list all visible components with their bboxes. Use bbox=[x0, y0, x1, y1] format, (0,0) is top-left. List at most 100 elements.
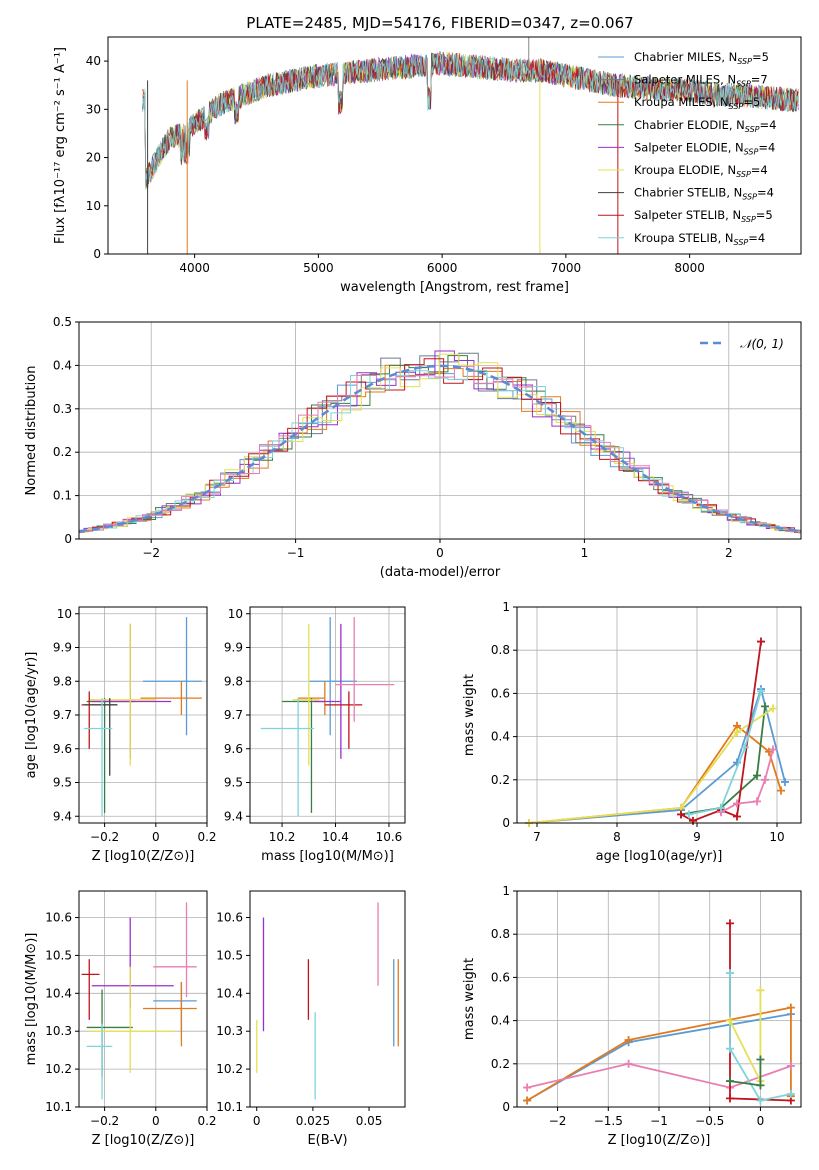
y-tick-label: 9.5 bbox=[53, 776, 72, 790]
legend: Chabrier MILES, NSSP=5 Salpeter MILES, NS… bbox=[598, 50, 776, 247]
x-axis-label: Z [log10(Z/Z⊙)] bbox=[92, 1133, 195, 1148]
y-axis-label: mass weight bbox=[462, 958, 477, 1040]
x-tick-label: 9 bbox=[693, 830, 701, 844]
y-tick-label: 10 bbox=[57, 607, 72, 621]
weight-marker bbox=[733, 728, 741, 737]
weight-marker bbox=[757, 687, 765, 696]
x-tick-label: 1 bbox=[581, 546, 589, 560]
x-tick-label: −2 bbox=[142, 546, 160, 560]
legend-label: Salpeter ELODIE, NSSP=4 bbox=[634, 140, 775, 156]
weight-marker bbox=[741, 743, 749, 752]
x-tick-label: 10 bbox=[769, 830, 784, 844]
weight-series bbox=[729, 973, 792, 1102]
y-tick-label: 0 bbox=[502, 1100, 510, 1114]
y-tick-label: 0 bbox=[93, 247, 101, 261]
y-tick-label: 0.4 bbox=[491, 730, 510, 744]
spectrum-series bbox=[142, 52, 799, 189]
x-tick-label: 5000 bbox=[303, 261, 334, 275]
weight-series bbox=[526, 1006, 792, 1102]
y-tick-label: 9.5 bbox=[224, 776, 243, 790]
legend-label: 𝒩(0, 1) bbox=[740, 337, 784, 351]
y-tick-label: 0.6 bbox=[491, 970, 510, 984]
y-tick-label: 0.2 bbox=[53, 445, 72, 459]
weight-marker bbox=[689, 816, 697, 825]
x-tick-label: 0.025 bbox=[296, 1114, 330, 1128]
error-bars bbox=[260, 617, 395, 817]
y-tick-label: 0.5 bbox=[53, 315, 72, 329]
x-tick-label: 10.2 bbox=[269, 830, 296, 844]
weight-marker bbox=[753, 797, 761, 806]
legend-label: Kroupa MILES, NSSP=5 bbox=[634, 95, 760, 111]
weight-marker bbox=[756, 1096, 765, 1105]
plot-frame bbox=[249, 890, 406, 1108]
weight-marker bbox=[781, 777, 789, 786]
y-tick-label: 10 bbox=[228, 607, 243, 621]
x-tick-label: 4000 bbox=[179, 261, 210, 275]
y-tick-label: 10 bbox=[86, 199, 101, 213]
y-tick-label: 10.2 bbox=[45, 1062, 72, 1076]
y-tick-label: 9.9 bbox=[224, 641, 243, 655]
histograms bbox=[79, 350, 801, 534]
x-tick-label: 0 bbox=[152, 1114, 160, 1128]
y-tick-label: 9.9 bbox=[53, 641, 72, 655]
y-tick-label: 10.1 bbox=[216, 1100, 243, 1114]
y-tick-label: 10.3 bbox=[216, 1024, 243, 1038]
error-bars bbox=[81, 617, 202, 817]
weight-lines bbox=[525, 637, 789, 827]
plot-frame bbox=[516, 606, 802, 824]
residual-histogram-panel: −2 −1 0 1 2 0 0.1 0.2 0.3 0.4 0.5 (data-model)/erro… bbox=[24, 315, 802, 580]
weight-marker bbox=[757, 637, 765, 646]
x-tick-label: 7 bbox=[533, 830, 541, 844]
x-tick-label: −2 bbox=[549, 1114, 567, 1128]
y-tick-label: 1 bbox=[502, 884, 510, 898]
weight-marker bbox=[753, 771, 761, 780]
y-tick-label: 1 bbox=[502, 600, 510, 614]
weight-marker bbox=[786, 1061, 795, 1070]
y-tick-label: 9.6 bbox=[53, 742, 72, 756]
y-tick-label: 10.3 bbox=[45, 1024, 72, 1038]
y-tick-label: 9.4 bbox=[224, 809, 243, 823]
y-tick-label: 9.8 bbox=[53, 674, 72, 688]
legend-label: Chabrier MILES, NSSP=5 bbox=[634, 50, 769, 66]
plot-frame bbox=[78, 890, 208, 1108]
weight-series bbox=[688, 690, 762, 816]
y-tick-label: 0.4 bbox=[491, 1014, 510, 1028]
y-tick-label: 10.6 bbox=[216, 911, 243, 925]
y-tick-label: 0.1 bbox=[53, 489, 72, 503]
x-axis-label: mass [log10(M/M⊙)] bbox=[261, 849, 394, 864]
weight-marker bbox=[761, 702, 769, 711]
age-vs-mass-panel: 10.2 10.4 10.6 9.4 9.5 9.6 9.7 9.8 9.9 10 mass [lo… bbox=[224, 606, 406, 864]
y-tick-label: 10.5 bbox=[216, 948, 243, 962]
weight-marker bbox=[733, 812, 741, 821]
y-tick-label: 10.4 bbox=[216, 986, 243, 1000]
weight-series bbox=[528, 707, 774, 824]
x-tick-label: 6000 bbox=[427, 261, 458, 275]
x-tick-label: 2 bbox=[725, 546, 733, 560]
x-axis-label: Z [log10(Z/Z⊙)] bbox=[92, 849, 195, 864]
weight-marker bbox=[624, 1036, 633, 1045]
x-tick-label: −1 bbox=[287, 546, 305, 560]
x-tick-label: −1 bbox=[650, 1114, 668, 1128]
mass-vs-metallicity-panel: −0.2 0 0.2 10.1 10.2 10.3 10.4 10.5 10.6 Z [log10… bbox=[24, 890, 217, 1148]
y-tick-label: 9.7 bbox=[224, 708, 243, 722]
x-tick-label: 10.4 bbox=[322, 830, 349, 844]
y-tick-label: 0.4 bbox=[53, 358, 72, 372]
histogram-series bbox=[79, 353, 801, 533]
mass-vs-ebv-panel: 0 0.025 0.05 10.1 10.2 10.3 10.4 10.5 10.6 E(B-V) bbox=[216, 890, 406, 1148]
y-axis-label: Normed distribution bbox=[24, 366, 39, 496]
y-tick-label: 0.2 bbox=[491, 773, 510, 787]
x-axis-label: wavelength [Angstrom, rest frame] bbox=[340, 280, 569, 295]
y-axis-label: Flux [fλ10⁻¹⁷ erg cm⁻² s⁻¹ A⁻¹] bbox=[53, 47, 68, 244]
weight-marker bbox=[786, 1090, 795, 1099]
x-tick-label: −0.5 bbox=[695, 1114, 724, 1128]
x-axis-label: (data-model)/error bbox=[380, 565, 501, 580]
weight-marker bbox=[769, 704, 777, 713]
y-tick-label: 30 bbox=[86, 102, 101, 116]
weight-marker bbox=[726, 1077, 734, 1086]
y-tick-label: 0.2 bbox=[491, 1057, 510, 1071]
y-tick-label: 0 bbox=[502, 816, 510, 830]
weight-marker bbox=[756, 1081, 765, 1090]
normal-curve bbox=[79, 364, 801, 533]
y-tick-label: 10.4 bbox=[45, 986, 72, 1000]
